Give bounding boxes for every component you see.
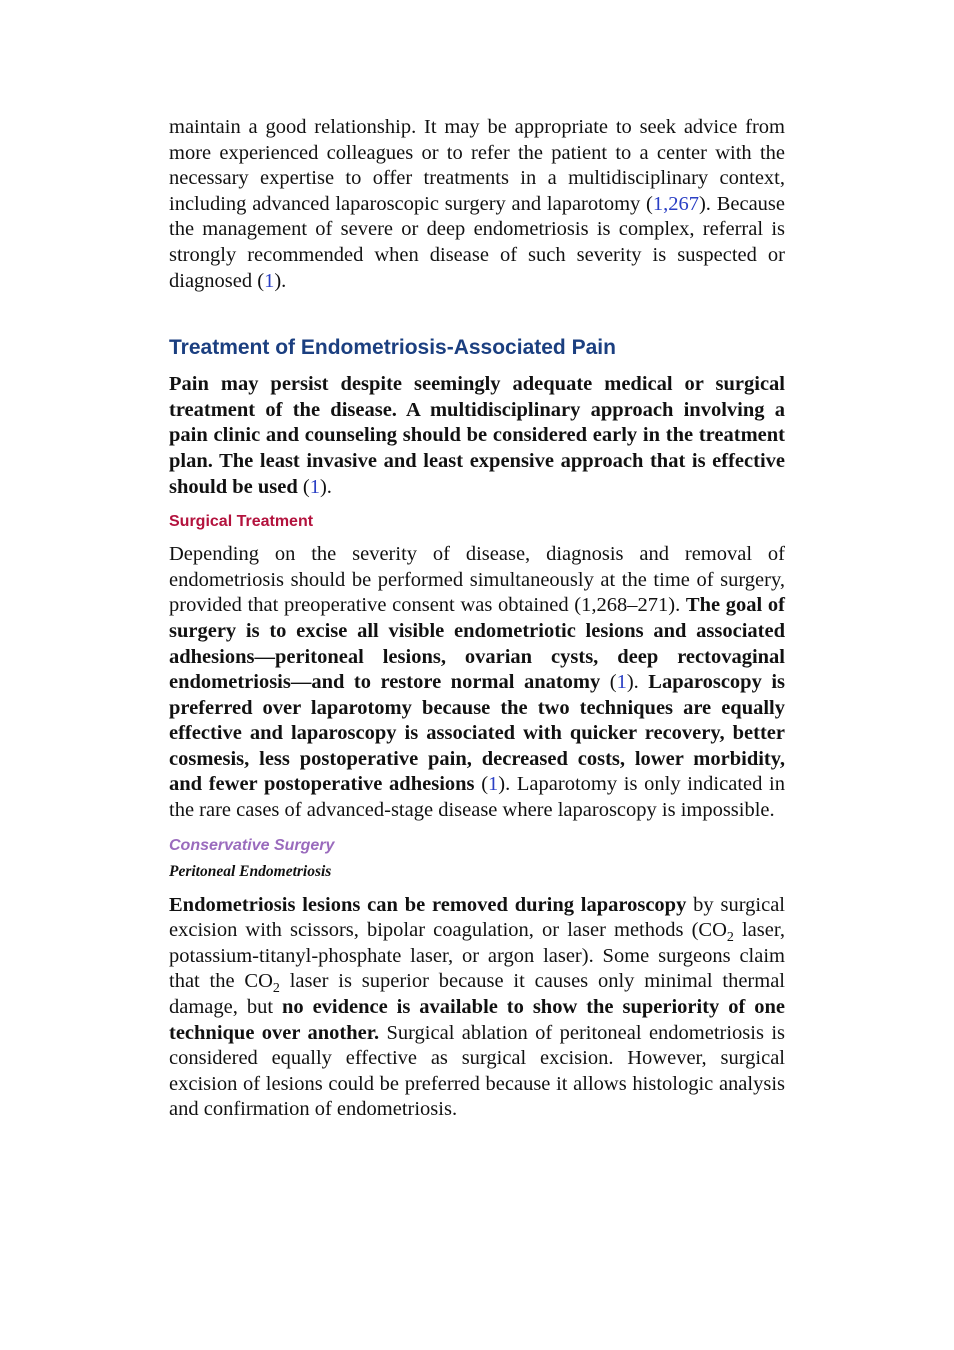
minor-heading: Peritoneal Endometriosis	[169, 862, 332, 880]
subsection-heading: Surgical Treatment	[169, 513, 314, 531]
paragraph: Depending on the severity of disease, di…	[169, 542, 785, 824]
bold-text: no evidence is available to show the sup…	[169, 996, 785, 1044]
text-column: maintain a good relationship. It may be …	[169, 115, 785, 1123]
text: (	[474, 773, 489, 796]
text: ). Because the management of severe or d…	[169, 192, 785, 292]
text: (	[600, 671, 617, 694]
text: ).	[274, 269, 287, 292]
text: laser is superior because it causes only…	[169, 970, 785, 1019]
paragraph: Pain may persist despite seemingly adequ…	[169, 372, 785, 500]
bold-text: Endometriosis lesions can be removed dur…	[169, 893, 687, 916]
citation-link[interactable]: 1	[616, 671, 627, 694]
text: Surgical ablation of peritoneal endometr…	[169, 1021, 786, 1121]
bold-text: The goal of surgery is to excise all vis…	[169, 594, 786, 694]
text: ).	[626, 671, 649, 694]
text: Depending on the severity of disease, di…	[169, 543, 785, 617]
text: by surgical excision with scissors, bipo…	[169, 893, 785, 942]
text: (	[297, 475, 310, 498]
paragraph: Endometriosis lesions can be removed dur…	[169, 893, 785, 1123]
text: laser, potassium-titanyl-phosphate laser…	[169, 919, 785, 993]
subsubsection-heading: Conservative Surgery	[169, 836, 335, 854]
text: ).	[319, 475, 332, 498]
citation-link[interactable]: 1,267	[652, 192, 699, 215]
subscript: 2	[726, 930, 734, 946]
citation-link[interactable]: 1	[309, 475, 320, 498]
bold-text: Laparoscopy is preferred over laparotomy…	[169, 671, 785, 796]
section-heading: Treatment of Endometriosis-Associated Pa…	[169, 336, 616, 360]
text: maintain a good relationship. It may be …	[169, 116, 785, 215]
text: ). Laparotomy is only indicated in the r…	[169, 773, 785, 822]
bold-text: Pain may persist despite seemingly adequ…	[169, 373, 785, 498]
citation-link[interactable]: 1	[488, 773, 499, 796]
paragraph: maintain a good relationship. It may be …	[169, 115, 785, 294]
citation-link[interactable]: 1	[264, 269, 275, 292]
subscript: 2	[272, 981, 280, 997]
